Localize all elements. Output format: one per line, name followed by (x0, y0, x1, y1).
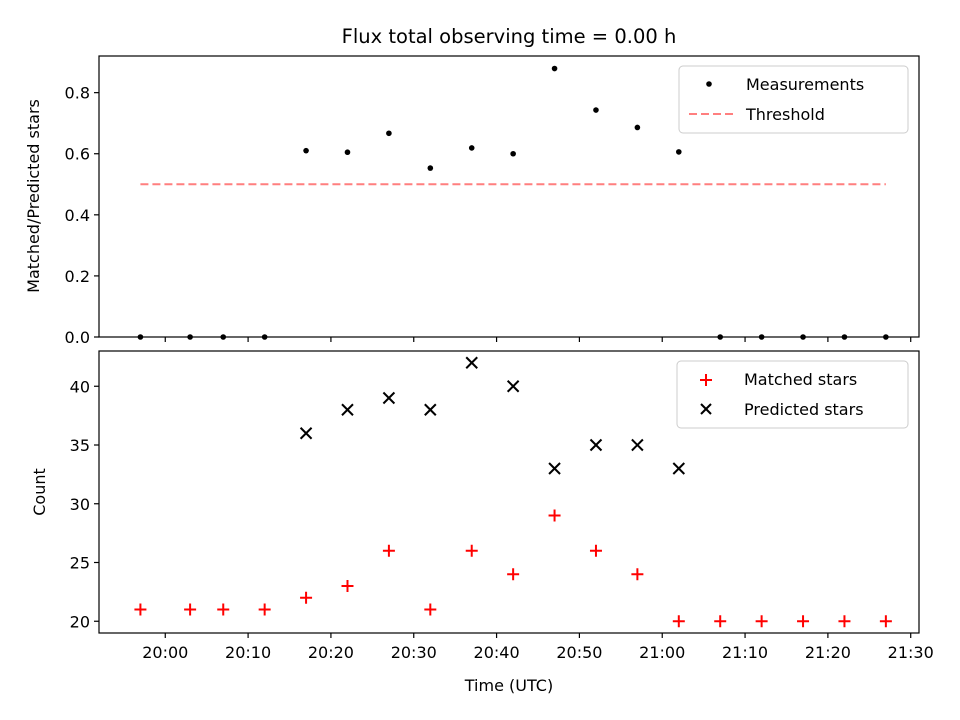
predicted-point (424, 403, 437, 416)
predicted-point (631, 438, 644, 452)
bottom-series (134, 356, 892, 628)
top-y-tick-label: 0.6 (65, 145, 90, 164)
x-tick-label: 20:20 (308, 643, 354, 662)
predicted-point (506, 380, 520, 393)
x-axis-label: Time (UTC) (464, 676, 553, 695)
bottom-y-tick-label: 30 (70, 495, 90, 514)
matched-point (341, 580, 354, 592)
measurement-point (427, 165, 434, 171)
measurement-point (344, 149, 351, 156)
matched-point (672, 615, 685, 628)
matched-point (258, 603, 271, 616)
matched-point (382, 544, 395, 557)
matched-point (631, 568, 644, 581)
matched-point (184, 603, 197, 616)
measurement-point (386, 130, 392, 137)
x-tick-label: 21:20 (805, 643, 851, 662)
predicted-legend-marker (700, 403, 712, 415)
bottom-legend-box (676, 360, 909, 429)
x-tick-label: 21:30 (888, 643, 934, 662)
measurement-point (634, 124, 641, 131)
top-y-tick-label: 0.8 (65, 84, 90, 103)
measurements-legend-label: Measurements (746, 75, 864, 94)
x-tick-label: 20:50 (556, 643, 602, 662)
top-y-axis-label: Matched/Predicted stars (24, 99, 43, 293)
top-y-tick-label: 0.0 (65, 328, 90, 347)
bottom-axes-frame (98, 350, 920, 634)
measurement-point (593, 107, 599, 113)
predicted-point (382, 391, 396, 405)
x-tick-label: 20:40 (474, 643, 520, 662)
top-legend: Measurements Threshold (678, 65, 909, 134)
top-x-ticks (164, 337, 912, 342)
predicted-point (589, 438, 603, 452)
matched-point (714, 615, 727, 628)
bottom-y-tick-label: 35 (70, 436, 90, 455)
bottom-y-tick-label: 20 (70, 612, 90, 631)
bottom-y-ticks: 20 25 30 35 40 (70, 377, 99, 631)
measurement-point (551, 65, 558, 72)
matched-legend-label: Matched stars (744, 370, 857, 389)
matched-point (300, 591, 313, 604)
predicted-point (299, 427, 313, 440)
measurements-legend-marker (706, 81, 712, 87)
predicted-point (465, 356, 478, 369)
measurement-point (303, 147, 309, 154)
matched-point (589, 544, 602, 557)
matched-point (548, 509, 561, 522)
matched-point (838, 615, 851, 628)
x-tick-label: 21:00 (639, 643, 685, 662)
x-tick-label: 21:10 (722, 643, 768, 662)
top-legend-box (678, 65, 909, 134)
top-y-ticks: 0.0 0.2 0.4 0.6 0.8 (65, 84, 99, 347)
bottom-legend: Matched stars Predicted stars (676, 360, 909, 429)
matched-point (217, 603, 230, 616)
predicted-legend-label: Predicted stars (744, 400, 864, 419)
matched-point (755, 615, 768, 628)
bottom-plot: 20 25 30 35 40 20:00 20:10 20:20 20:30 20:40 20:5… (30, 350, 934, 695)
top-plot: 0.00.20.40.60.8 Matched/Predicted stars … (24, 55, 920, 347)
measurement-point (510, 150, 516, 157)
measurement-point (468, 145, 475, 151)
predicted-point (672, 462, 686, 475)
top-y-tick-label: 0.4 (65, 206, 90, 225)
bottom-x-ticks: 20:00 20:10 20:20 20:30 20:40 20:50 21:00 21:10… (142, 633, 934, 662)
measurement-point (675, 149, 682, 155)
matched-legend-marker (700, 374, 712, 386)
chart-title: Flux total observing time = 0.00 h (342, 25, 677, 48)
x-tick-label: 20:10 (225, 643, 271, 662)
matched-point (465, 544, 478, 557)
matched-point (879, 615, 892, 628)
predicted-point (548, 462, 561, 475)
top-axes-frame (98, 55, 920, 338)
top-y-tick-label: 0.2 (65, 267, 90, 286)
x-tick-label: 20:00 (142, 643, 188, 662)
bottom-y-tick-label: 40 (70, 377, 90, 396)
bottom-y-tick-label: 25 (70, 554, 90, 573)
matched-point (797, 615, 810, 628)
threshold-legend-label: Threshold (745, 105, 825, 124)
bottom-y-axis-label: Count (30, 468, 49, 516)
matched-point (424, 603, 437, 616)
matched-point (507, 568, 520, 581)
x-tick-label: 20:30 (391, 643, 437, 662)
predicted-point (341, 403, 354, 416)
matched-point (134, 603, 147, 616)
